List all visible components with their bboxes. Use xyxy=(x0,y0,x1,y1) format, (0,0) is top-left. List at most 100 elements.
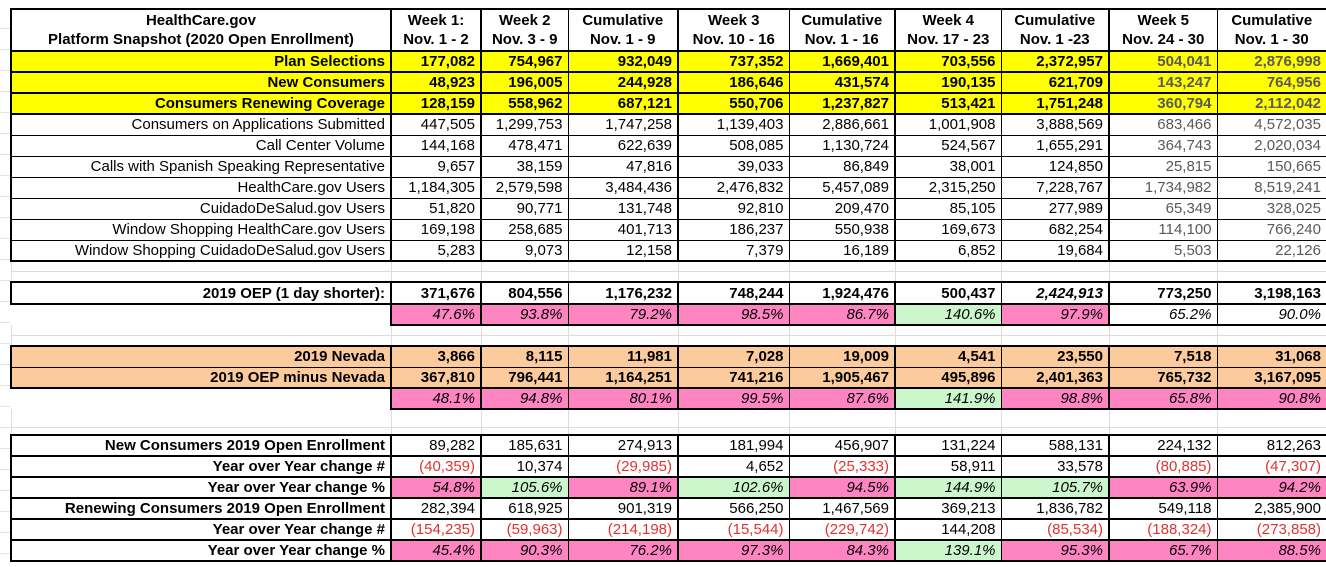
empty-cell[interactable] xyxy=(1108,271,1217,282)
value-cell[interactable]: 99.5% xyxy=(677,388,789,410)
empty-cell[interactable] xyxy=(480,427,568,435)
row-label-year-over-year-change[interactable]: Year over Year change % xyxy=(10,540,392,562)
value-cell[interactable]: 9,073 xyxy=(480,240,568,262)
value-cell[interactable]: 1,655,291 xyxy=(1000,135,1109,157)
value-cell[interactable]: 19,684 xyxy=(1000,240,1109,262)
value-cell[interactable]: 4,541 xyxy=(894,345,1001,368)
value-cell[interactable]: 369,213 xyxy=(894,498,1001,520)
empty-cell[interactable] xyxy=(10,325,391,336)
value-cell[interactable]: 277,989 xyxy=(1000,198,1109,220)
value-cell[interactable]: 140.6% xyxy=(894,304,1001,326)
value-cell[interactable]: 401,713 xyxy=(567,219,678,241)
empty-cell[interactable] xyxy=(390,335,481,346)
empty-cell[interactable] xyxy=(390,427,481,435)
value-cell[interactable]: 7,028 xyxy=(677,345,789,368)
value-cell[interactable]: 1,139,403 xyxy=(677,114,789,136)
row-label-renewing-consumers-2019-open-enrollment[interactable]: Renewing Consumers 2019 Open Enrollment xyxy=(10,498,392,520)
value-cell[interactable]: 94.2% xyxy=(1216,477,1326,499)
value-cell[interactable]: 703,556 xyxy=(894,51,1001,73)
value-cell[interactable]: 38,159 xyxy=(480,156,568,178)
value-cell[interactable]: 1,747,258 xyxy=(567,114,678,136)
empty-cell[interactable] xyxy=(1108,335,1217,346)
value-cell[interactable]: 1,669,401 xyxy=(788,51,895,73)
value-cell[interactable]: 169,198 xyxy=(390,219,481,241)
value-cell[interactable]: 105.7% xyxy=(1000,477,1109,499)
value-cell[interactable]: 812,263 xyxy=(1216,434,1326,457)
value-cell[interactable]: 932,049 xyxy=(567,51,678,73)
empty-cell[interactable] xyxy=(1000,325,1109,336)
empty-cell[interactable] xyxy=(10,261,391,272)
value-cell[interactable]: 7,379 xyxy=(677,240,789,262)
empty-cell[interactable] xyxy=(11,304,391,325)
value-cell[interactable]: 89,282 xyxy=(390,434,481,457)
value-cell[interactable]: 4,652 xyxy=(677,456,789,478)
value-cell[interactable]: 16,189 xyxy=(788,240,895,262)
value-cell[interactable]: 549,118 xyxy=(1108,498,1217,520)
empty-cell[interactable] xyxy=(480,261,568,272)
value-cell[interactable]: 102.6% xyxy=(677,477,789,499)
value-cell[interactable]: 2,020,034 xyxy=(1216,135,1326,157)
value-cell[interactable]: 431,574 xyxy=(788,72,895,94)
empty-cell[interactable] xyxy=(1216,409,1326,428)
value-cell[interactable]: 94.8% xyxy=(480,388,568,410)
value-cell[interactable]: 144,208 xyxy=(894,519,1001,541)
empty-cell[interactable] xyxy=(1108,409,1217,428)
empty-cell[interactable] xyxy=(11,388,391,409)
empty-cell[interactable] xyxy=(1000,261,1109,272)
empty-cell[interactable] xyxy=(1000,427,1109,435)
value-cell[interactable]: 495,896 xyxy=(894,367,1001,389)
value-cell[interactable]: 274,913 xyxy=(567,434,678,457)
value-cell[interactable]: 447,505 xyxy=(390,114,481,136)
value-cell[interactable]: 2,112,042 xyxy=(1216,93,1326,115)
row-label-consumers-renewing-coverage[interactable]: Consumers Renewing Coverage xyxy=(10,93,392,115)
value-cell[interactable]: 190,135 xyxy=(894,72,1001,94)
empty-cell[interactable] xyxy=(1216,261,1326,272)
value-cell[interactable]: 2,579,598 xyxy=(480,177,568,199)
value-cell[interactable]: (15,544) xyxy=(677,519,789,541)
value-cell[interactable]: 39,033 xyxy=(677,156,789,178)
value-cell[interactable]: 48.1% xyxy=(390,388,481,410)
value-cell[interactable]: 621,709 xyxy=(1000,72,1109,94)
value-cell[interactable]: 1,176,232 xyxy=(567,281,678,305)
value-cell[interactable]: 741,216 xyxy=(677,367,789,389)
empty-cell[interactable] xyxy=(788,271,895,282)
row-label-window-shopping-healthcare-gov-users[interactable]: Window Shopping HealthCare.gov Users xyxy=(10,219,392,241)
row-label-2019-oep-1-day-shorter[interactable]: 2019 OEP (1 day shorter): xyxy=(10,281,392,305)
value-cell[interactable]: 65,349 xyxy=(1108,198,1217,220)
row-label-year-over-year-change[interactable]: Year over Year change % xyxy=(10,477,392,499)
value-cell[interactable]: 114,100 xyxy=(1108,219,1217,241)
empty-cell[interactable] xyxy=(567,335,678,346)
value-cell[interactable]: 1,734,982 xyxy=(1108,177,1217,199)
value-cell[interactable]: 2,372,957 xyxy=(1000,51,1109,73)
value-cell[interactable]: 12,158 xyxy=(567,240,678,262)
value-cell[interactable]: 4,572,035 xyxy=(1216,114,1326,136)
empty-cell[interactable] xyxy=(1108,427,1217,435)
row-label-2019-nevada[interactable]: 2019 Nevada xyxy=(10,345,392,368)
value-cell[interactable]: 177,082 xyxy=(390,51,481,73)
value-cell[interactable]: (40,359) xyxy=(390,456,481,478)
value-cell[interactable]: 65.2% xyxy=(1108,304,1217,326)
value-cell[interactable]: 63.9% xyxy=(1108,477,1217,499)
empty-cell[interactable] xyxy=(390,409,481,428)
value-cell[interactable]: 364,743 xyxy=(1108,135,1217,157)
empty-cell[interactable] xyxy=(1108,261,1217,272)
value-cell[interactable]: 128,159 xyxy=(390,93,481,115)
value-cell[interactable]: 1,924,476 xyxy=(788,281,895,305)
row-label-healthcare-gov-users[interactable]: HealthCare.gov Users xyxy=(10,177,392,199)
empty-cell[interactable] xyxy=(1216,325,1326,336)
value-cell[interactable]: 282,394 xyxy=(390,498,481,520)
empty-cell[interactable] xyxy=(1000,409,1109,428)
empty-cell[interactable] xyxy=(10,409,391,428)
value-cell[interactable]: 90.3% xyxy=(480,540,568,562)
value-cell[interactable]: 371,676 xyxy=(390,281,481,305)
value-cell[interactable]: (214,198) xyxy=(567,519,678,541)
value-cell[interactable]: (59,963) xyxy=(480,519,568,541)
column-header-cumulative[interactable]: Cumulative Nov. 1 - 30 xyxy=(1216,8,1326,52)
value-cell[interactable]: 796,441 xyxy=(480,367,568,389)
empty-cell[interactable] xyxy=(390,325,481,336)
value-cell[interactable]: 764,956 xyxy=(1216,72,1326,94)
empty-cell[interactable] xyxy=(480,271,568,282)
empty-cell[interactable] xyxy=(894,409,1001,428)
value-cell[interactable]: 1,184,305 xyxy=(390,177,481,199)
value-cell[interactable]: 143,247 xyxy=(1108,72,1217,94)
